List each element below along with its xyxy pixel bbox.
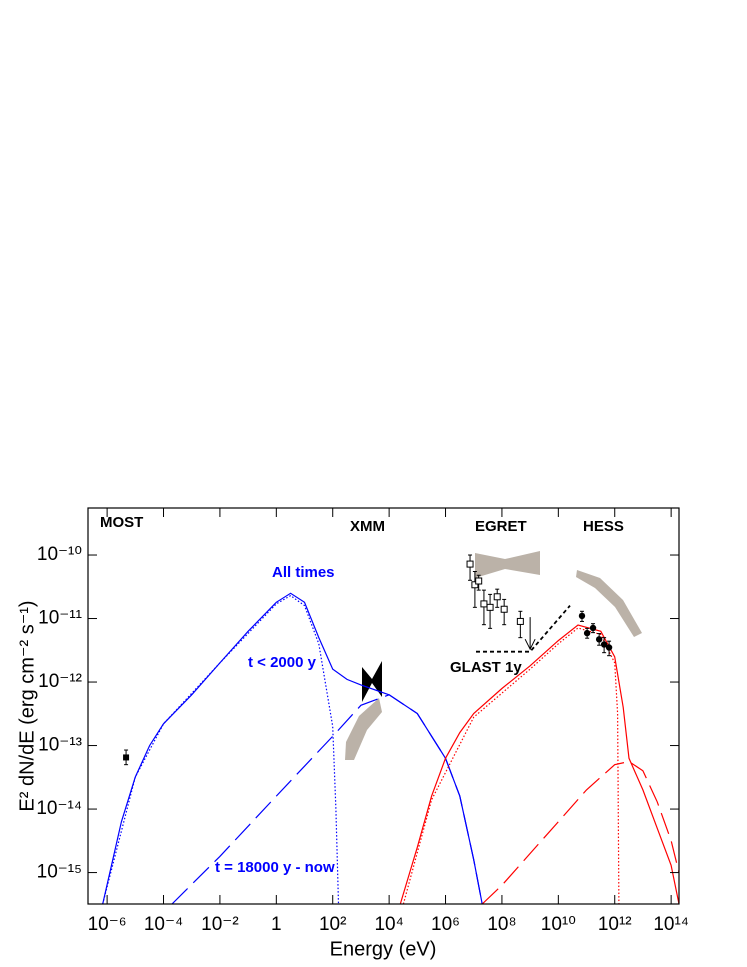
plot-frame bbox=[87, 507, 680, 905]
annotation: All times bbox=[272, 564, 335, 581]
curve bbox=[402, 627, 620, 904]
annotation: t = 18000 y - now bbox=[215, 859, 335, 876]
y-axis-label: E² dN/dE (erg cm⁻² s⁻¹) bbox=[16, 600, 38, 811]
x-axis-label: Energy (eV) bbox=[330, 938, 437, 960]
point bbox=[486, 603, 494, 611]
x-tick-label: 10⁸ bbox=[487, 914, 516, 935]
point bbox=[583, 629, 591, 637]
point bbox=[589, 624, 597, 632]
point bbox=[595, 636, 603, 643]
y-tick-label: 10⁻¹³ bbox=[38, 735, 82, 756]
x-tick-label: 10⁻⁴ bbox=[144, 914, 183, 935]
x-tick-label: 10⁶ bbox=[431, 914, 460, 935]
x-tick-label: 10⁻⁶ bbox=[88, 914, 127, 935]
y-tick-label: 10⁻¹² bbox=[38, 671, 82, 692]
xmm-band bbox=[345, 698, 382, 760]
point bbox=[605, 644, 613, 651]
curve bbox=[481, 760, 679, 904]
egret-band bbox=[475, 551, 540, 578]
point bbox=[480, 600, 488, 608]
x-tick-label: 10¹⁴ bbox=[653, 914, 689, 935]
x-tick-label: 10¹⁰ bbox=[541, 914, 576, 935]
annotation: HESS bbox=[583, 518, 624, 535]
upper-limit bbox=[524, 617, 536, 651]
point bbox=[600, 641, 608, 648]
x-tick-label: 10⁻² bbox=[201, 914, 239, 935]
point bbox=[500, 605, 508, 613]
point bbox=[578, 612, 586, 620]
curve bbox=[476, 605, 571, 653]
xmm-bowtie bbox=[362, 661, 382, 702]
point bbox=[493, 593, 501, 601]
x-tick-label: 1 bbox=[271, 914, 282, 935]
plot-area bbox=[102, 554, 679, 904]
y-tick-label: 10⁻¹¹ bbox=[38, 608, 82, 629]
y-tick-label: 10⁻¹⁰ bbox=[37, 544, 82, 565]
curve bbox=[399, 624, 679, 904]
point bbox=[475, 577, 483, 585]
curve bbox=[102, 592, 483, 904]
hess-band bbox=[576, 570, 642, 637]
annotation: MOST bbox=[100, 514, 143, 531]
x-tick-label: 10¹² bbox=[598, 914, 632, 935]
annotation: EGRET bbox=[475, 518, 527, 535]
point bbox=[516, 617, 524, 625]
point bbox=[466, 560, 474, 568]
annotation: t < 2000 y bbox=[248, 654, 317, 671]
curve bbox=[102, 594, 340, 904]
annotation: GLAST 1y bbox=[450, 659, 522, 676]
annotation: XMM bbox=[350, 518, 385, 535]
point bbox=[471, 581, 479, 589]
x-tick-label: 10⁴ bbox=[374, 914, 403, 935]
point bbox=[123, 754, 130, 761]
curve bbox=[171, 694, 483, 904]
y-tick-label: 10⁻¹⁵ bbox=[37, 862, 82, 883]
y-tick-label: 10⁻¹⁴ bbox=[36, 798, 82, 819]
x-tick-label: 10² bbox=[319, 914, 346, 935]
